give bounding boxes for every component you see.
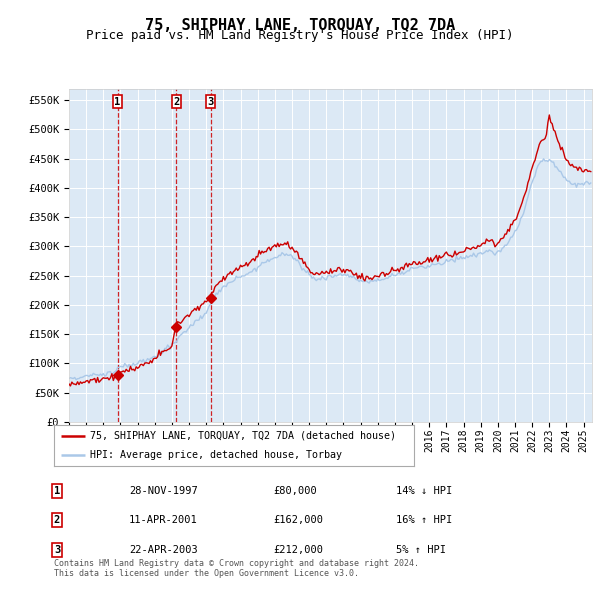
Text: 14% ↓ HPI: 14% ↓ HPI (396, 486, 452, 496)
Text: 3: 3 (208, 97, 214, 107)
Text: 2: 2 (173, 97, 179, 107)
Text: Price paid vs. HM Land Registry's House Price Index (HPI): Price paid vs. HM Land Registry's House … (86, 30, 514, 42)
Text: 1: 1 (115, 97, 121, 107)
Text: 16% ↑ HPI: 16% ↑ HPI (396, 516, 452, 525)
Text: 3: 3 (54, 545, 60, 555)
Text: 22-APR-2003: 22-APR-2003 (129, 545, 198, 555)
Text: 11-APR-2001: 11-APR-2001 (129, 516, 198, 525)
Text: Contains HM Land Registry data © Crown copyright and database right 2024.
This d: Contains HM Land Registry data © Crown c… (54, 559, 419, 578)
Text: 2: 2 (54, 516, 60, 525)
Text: 5% ↑ HPI: 5% ↑ HPI (396, 545, 446, 555)
Text: £162,000: £162,000 (273, 516, 323, 525)
Text: 75, SHIPHAY LANE, TORQUAY, TQ2 7DA: 75, SHIPHAY LANE, TORQUAY, TQ2 7DA (145, 18, 455, 32)
Text: HPI: Average price, detached house, Torbay: HPI: Average price, detached house, Torb… (90, 450, 342, 460)
Text: 28-NOV-1997: 28-NOV-1997 (129, 486, 198, 496)
Text: £212,000: £212,000 (273, 545, 323, 555)
Text: 75, SHIPHAY LANE, TORQUAY, TQ2 7DA (detached house): 75, SHIPHAY LANE, TORQUAY, TQ2 7DA (deta… (90, 431, 396, 441)
Text: £80,000: £80,000 (273, 486, 317, 496)
Text: 1: 1 (54, 486, 60, 496)
